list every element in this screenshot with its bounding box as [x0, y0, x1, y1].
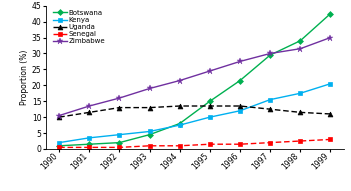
Botswana [57, 145, 61, 147]
Y-axis label: Proportion (%): Proportion (%) [20, 50, 29, 105]
Zimbabwe [208, 70, 212, 72]
Zimbabwe [298, 48, 303, 50]
Uganda [178, 105, 182, 107]
Kenya [57, 142, 61, 144]
Botswana [147, 134, 152, 136]
Uganda [328, 113, 332, 115]
Botswana [298, 40, 303, 42]
Senegal [268, 142, 272, 144]
Kenya [147, 130, 152, 133]
Line: Senegal: Senegal [57, 137, 332, 150]
Zimbabwe [117, 97, 121, 99]
Uganda [117, 106, 121, 109]
Line: Kenya: Kenya [57, 82, 332, 145]
Botswana [328, 13, 332, 15]
Uganda [147, 106, 152, 109]
Zimbabwe [268, 52, 272, 55]
Senegal [57, 146, 61, 149]
Uganda [268, 108, 272, 110]
Kenya [298, 92, 303, 94]
Line: Botswana: Botswana [57, 12, 332, 148]
Zimbabwe [87, 105, 91, 107]
Zimbabwe [328, 36, 332, 39]
Zimbabwe [178, 79, 182, 82]
Zimbabwe [147, 87, 152, 90]
Senegal [87, 146, 91, 149]
Botswana [208, 100, 212, 102]
Kenya [208, 116, 212, 118]
Senegal [208, 143, 212, 145]
Uganda [87, 111, 91, 113]
Uganda [57, 116, 61, 118]
Kenya [238, 110, 242, 112]
Botswana [178, 122, 182, 125]
Uganda [298, 111, 303, 113]
Kenya [268, 99, 272, 101]
Uganda [238, 105, 242, 107]
Kenya [117, 134, 121, 136]
Uganda [208, 105, 212, 107]
Senegal [238, 143, 242, 145]
Botswana [87, 143, 91, 145]
Senegal [328, 138, 332, 141]
Senegal [117, 146, 121, 149]
Botswana [238, 79, 242, 82]
Senegal [298, 140, 303, 142]
Kenya [87, 137, 91, 139]
Botswana [117, 142, 121, 144]
Senegal [147, 145, 152, 147]
Legend: Botswana, Kenya, Uganda, Senegal, Zimbabwe: Botswana, Kenya, Uganda, Senegal, Zimbab… [52, 9, 106, 45]
Botswana [268, 54, 272, 56]
Zimbabwe [238, 60, 242, 63]
Kenya [178, 124, 182, 126]
Kenya [328, 83, 332, 85]
Line: Zimbabwe: Zimbabwe [56, 34, 334, 119]
Line: Uganda: Uganda [57, 104, 333, 120]
Zimbabwe [57, 114, 61, 117]
Senegal [178, 145, 182, 147]
